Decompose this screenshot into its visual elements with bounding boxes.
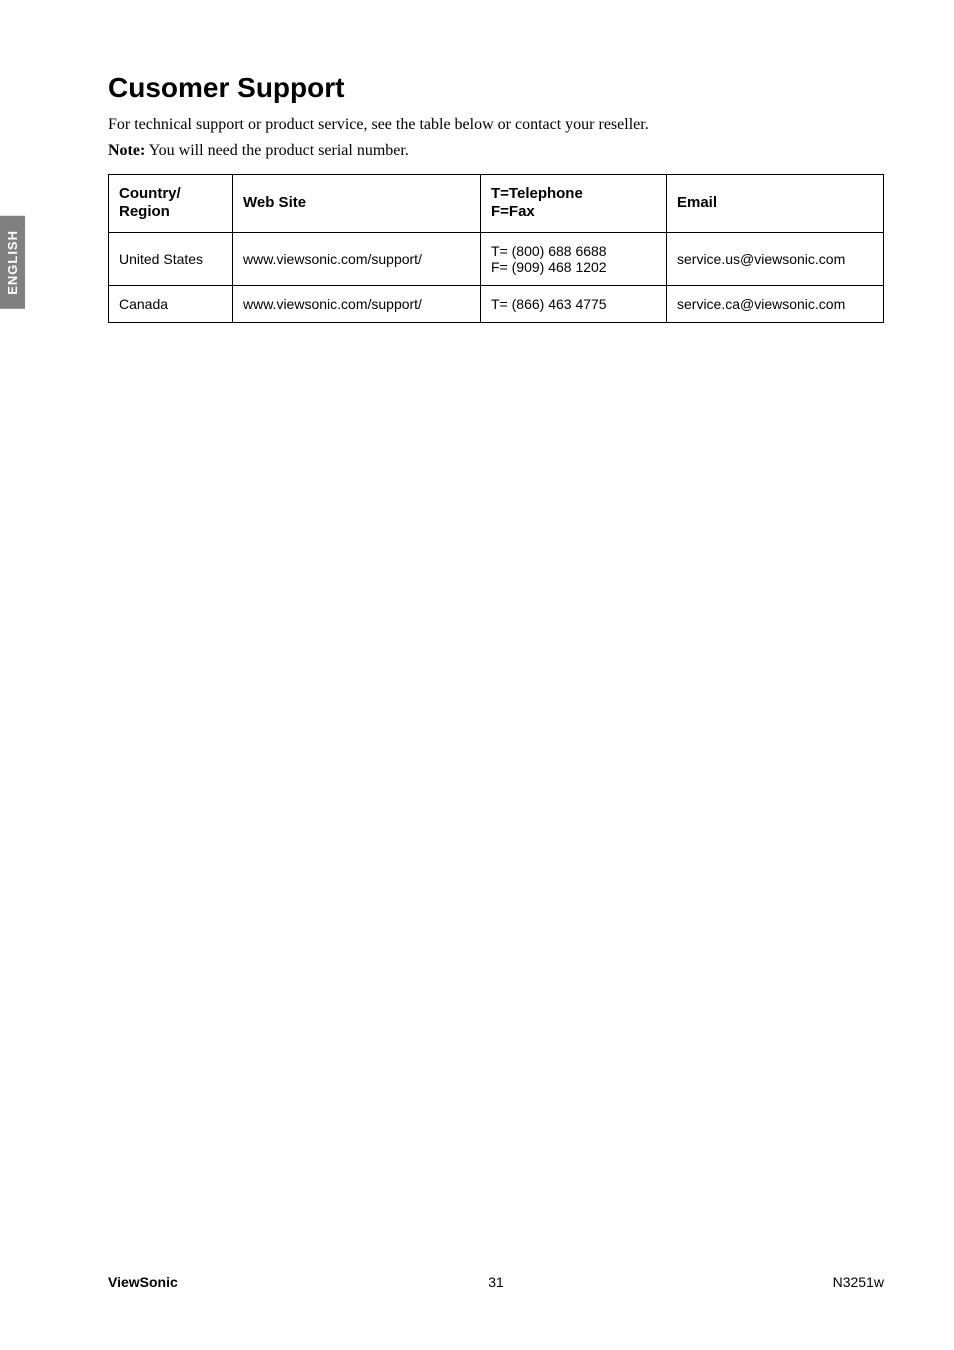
cell-country: United States xyxy=(109,233,233,286)
cell-country: Canada xyxy=(109,286,233,323)
support-table: Country/ Region Web Site T=Telephone F=F… xyxy=(108,174,884,324)
cell-phone: T= (866) 463 4775 xyxy=(481,286,667,323)
table-row: Canada www.viewsonic.com/support/ T= (86… xyxy=(109,286,884,323)
note-body: You will need the product serial number. xyxy=(145,142,409,159)
footer-model: N3251w xyxy=(833,1274,884,1290)
section-heading: Cusomer Support xyxy=(108,72,884,104)
cell-email: service.us@viewsonic.com xyxy=(667,233,884,286)
header-email: Email xyxy=(667,174,884,233)
cell-phone: T= (800) 688 6688 F= (909) 468 1202 xyxy=(481,233,667,286)
note-text: Note: You will need the product serial n… xyxy=(108,142,884,160)
footer-page-number: 31 xyxy=(488,1274,504,1290)
cell-email: service.ca@viewsonic.com xyxy=(667,286,884,323)
table-row: United States www.viewsonic.com/support/… xyxy=(109,233,884,286)
cell-web: www.viewsonic.com/support/ xyxy=(233,286,481,323)
note-label: Note: xyxy=(108,142,145,159)
header-phone: T=Telephone F=Fax xyxy=(481,174,667,233)
cell-web: www.viewsonic.com/support/ xyxy=(233,233,481,286)
intro-text: For technical support or product service… xyxy=(108,114,884,136)
table-header-row: Country/ Region Web Site T=Telephone F=F… xyxy=(109,174,884,233)
page-footer: ViewSonic 31 N3251w xyxy=(108,1274,884,1290)
language-tab: ENGLISH xyxy=(0,216,25,309)
header-country: Country/ Region xyxy=(109,174,233,233)
footer-brand: ViewSonic xyxy=(108,1274,178,1290)
page-content: Cusomer Support For technical support or… xyxy=(108,72,884,323)
header-web: Web Site xyxy=(233,174,481,233)
